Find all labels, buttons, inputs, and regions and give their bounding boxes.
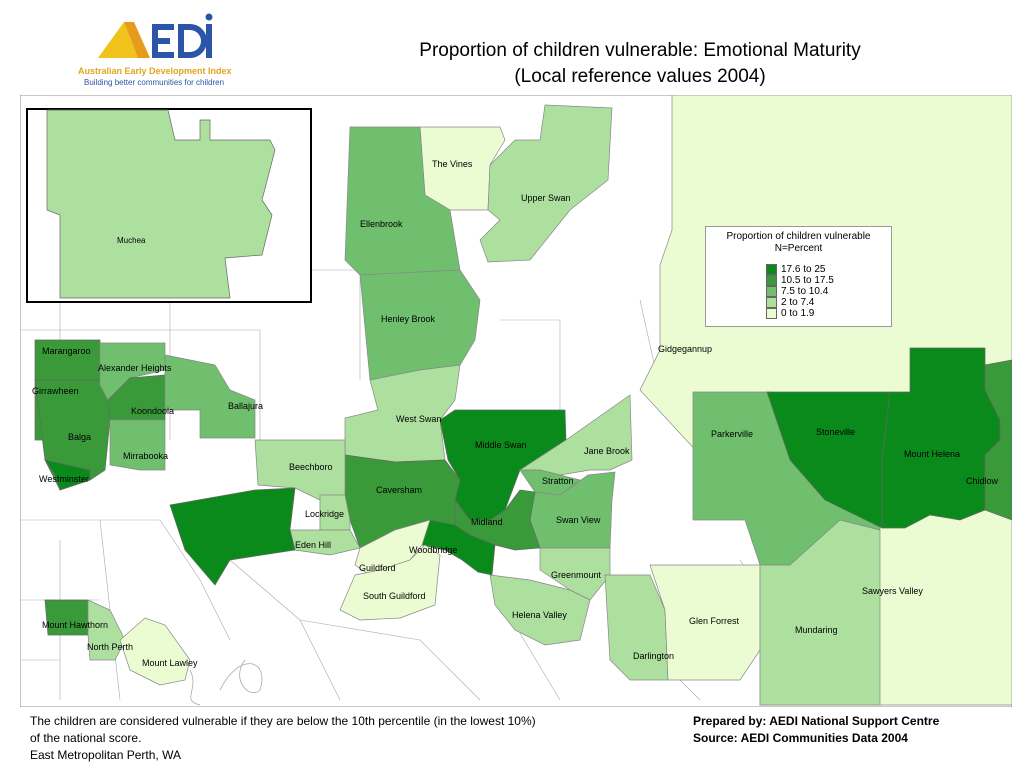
prepared-by: Prepared by: AEDI National Support Centr…	[693, 714, 940, 728]
aedi-logo	[98, 13, 213, 58]
footer-note-line2: of the national score.	[30, 731, 142, 745]
legend-swatch	[766, 286, 777, 297]
map-legend: Proportion of children vulnerable N=Perc…	[705, 226, 892, 327]
footer-note-line1: The children are considered vulnerable i…	[30, 714, 536, 728]
area-label-midland: Midland	[471, 517, 503, 527]
legend-swatch	[766, 297, 777, 308]
legend-swatch	[766, 275, 777, 286]
area-label-sawyers-valley: Sawyers Valley	[862, 586, 923, 596]
area-label-girrawheen: Girrawheen	[32, 386, 79, 396]
legend-item-label: 7.5 to 10.4	[781, 286, 829, 298]
area-label-mundaring: Mundaring	[795, 625, 838, 635]
area-label-chidlow: Chidlow	[966, 476, 999, 486]
legend-item: 7.5 to 10.4	[766, 286, 828, 297]
area-label-mount-hawthorn: Mount Hawthorn	[42, 620, 109, 630]
area-label-lockridge: Lockridge	[305, 509, 345, 519]
area-label-glen-forrest: Glen Forrest	[689, 616, 740, 626]
area-label-darlington: Darlington	[633, 651, 675, 661]
area-label-greenmount: Greenmount	[551, 570, 602, 580]
legend-swatch	[766, 264, 777, 275]
area-label-koondoola: Koondoola	[131, 406, 175, 416]
legend-title: Proportion of children vulnerable	[726, 231, 871, 242]
area-label-mount-helena: Mount Helena	[904, 449, 961, 459]
area-label-alexander-heights: Alexander Heights	[98, 363, 172, 373]
data-source: Source: AEDI Communities Data 2004	[693, 731, 908, 745]
legend-item-label: 17.6 to 25	[781, 264, 826, 276]
area-label-the-vines: The Vines	[432, 159, 473, 169]
area-label-woodbridge: Woodbridge	[409, 545, 458, 555]
area-label-stratton: Stratton	[542, 476, 574, 486]
area-label-mount-lawley: Mount Lawley	[142, 658, 198, 668]
area-label-marangaroo: Marangaroo	[42, 346, 91, 356]
map-title-line2: (Local reference values 2004)	[514, 66, 766, 87]
legend-item-label: 0 to 1.9	[781, 308, 815, 320]
area-label-helena-valley: Helena Valley	[512, 610, 567, 620]
area-label-jane-brook: Jane Brook	[584, 446, 630, 456]
legend-item: 17.6 to 25	[766, 264, 825, 275]
area-label-stoneville: Stoneville	[816, 427, 856, 437]
area-label-south-guildford: South Guildford	[363, 591, 426, 601]
area-label-parkerville: Parkerville	[711, 429, 754, 439]
area-label-westminster: Westminster	[39, 474, 89, 484]
legend-item-label: 2 to 7.4	[781, 297, 815, 309]
area-label-eden-hill: Eden Hill	[295, 540, 332, 550]
map-title-line1: Proportion of children vulnerable: Emoti…	[419, 40, 861, 61]
logo-tagline: Australian Early Development Index	[78, 66, 232, 76]
area-label-swan-view: Swan View	[556, 515, 601, 525]
area-label-upper-swan: Upper Swan	[521, 193, 571, 203]
footer-region: East Metropolitan Perth, WA	[30, 748, 181, 762]
legend-swatch	[766, 308, 777, 319]
legend-item: 0 to 1.9	[766, 308, 814, 319]
area-label-middle-swan: Middle Swan	[475, 440, 527, 450]
legend-subtitle: N=Percent	[774, 243, 823, 254]
legend-item: 2 to 7.4	[766, 297, 814, 308]
area-label-muchea: Muchea	[117, 236, 146, 245]
area-label-mirrabooka: Mirrabooka	[123, 451, 169, 461]
area-label-ballajura: Ballajura	[228, 401, 264, 411]
area-label-balga: Balga	[68, 432, 92, 442]
area-label-caversham: Caversham	[376, 485, 423, 495]
footer-note: The children are considered vulnerable i…	[30, 713, 640, 764]
area-label-henley-brook: Henley Brook	[381, 314, 436, 324]
area-label-guildford: Guildford	[359, 563, 396, 573]
legend-item-label: 10.5 to 17.5	[781, 275, 834, 287]
logo-subtagline: Building better communities for children	[84, 78, 225, 87]
legend-item: 10.5 to 17.5	[766, 275, 834, 286]
map-title: Proportion of children vulnerable: Emoti…	[360, 38, 920, 90]
area-label-north-perth: North Perth	[87, 642, 134, 652]
area-label-gidgegannup: Gidgegannup	[658, 344, 713, 354]
area-label-ellenbrook: Ellenbrook	[360, 219, 403, 229]
area-label-west-swan: West Swan	[396, 414, 442, 424]
area-label-beechboro: Beechboro	[289, 462, 333, 472]
footer-credits: Prepared by: AEDI National Support Centr…	[693, 713, 939, 747]
